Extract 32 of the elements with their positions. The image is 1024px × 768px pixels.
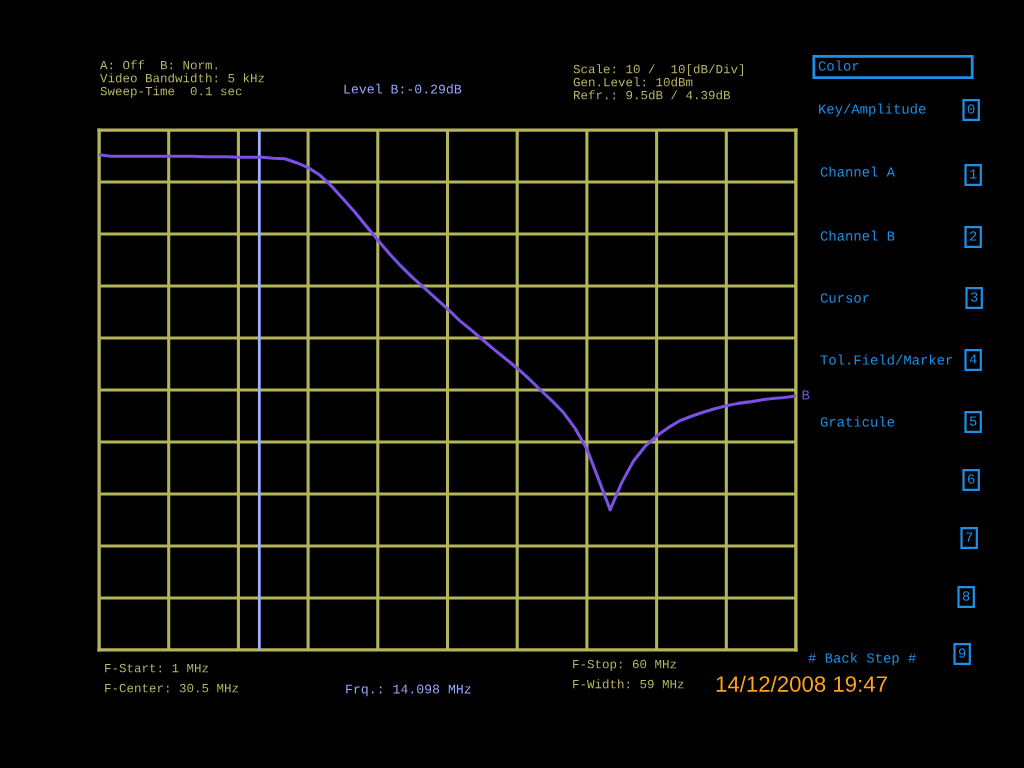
text: Channel B: [820, 230, 895, 241]
text: 5: [969, 416, 977, 426]
text: F-Width: 59 MHz: [573, 679, 684, 689]
text: 1: [970, 169, 977, 179]
text: A: Off B: Norm.: [100, 60, 217, 70]
text: Gen.Level: 10dBm: [573, 77, 693, 87]
text: # Back Step #: [808, 652, 916, 666]
text: Color: [818, 60, 859, 71]
text: F-Center: 30.5 MHz: [105, 683, 239, 693]
text: 9: [958, 648, 966, 658]
text: 14/12/2008 19:47: [716, 675, 887, 692]
text: Graticule: [820, 416, 895, 427]
text: 4: [969, 354, 977, 364]
text: 2: [969, 231, 977, 241]
text: F-Stop: 60 MHz: [573, 659, 677, 671]
text: 3: [970, 292, 978, 302]
text: Cursor: [820, 293, 869, 303]
series-label: B: [802, 390, 810, 400]
text: 6: [968, 474, 975, 484]
text: Frq.: 14.098 MHz: [346, 684, 471, 697]
text: Sweep-Time 0.1 sec: [100, 86, 242, 98]
text: Level B:-0.29dB: [344, 83, 462, 94]
text: 7: [966, 532, 973, 542]
text: Scale: 10 / 10[dB/Div]: [573, 64, 744, 76]
text: F-Start: 1 MHz: [105, 663, 209, 673]
text: Refr.: 9.5dB / 4.39dB: [573, 90, 731, 100]
text: Key/Amplitude: [819, 103, 926, 117]
text: 8: [962, 591, 970, 601]
text: Video Bandwidth: 5 kHz: [100, 73, 265, 83]
text: Channel A: [820, 166, 896, 177]
text: 0: [967, 104, 975, 114]
text: Tol.Field/Marker: [820, 354, 953, 365]
